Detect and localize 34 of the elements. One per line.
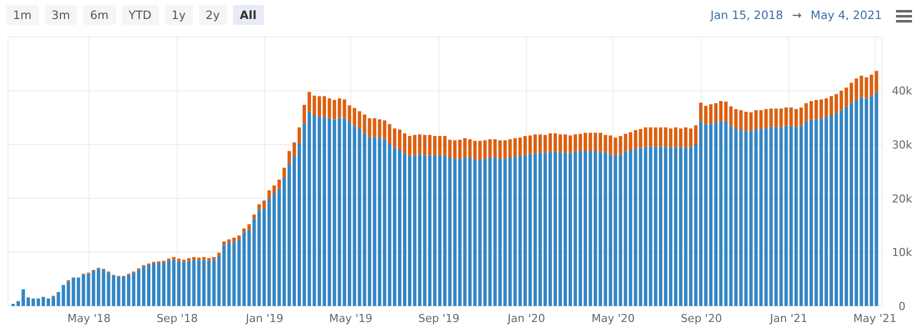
x-tick-label: Sep '20 (680, 312, 722, 325)
bar (237, 236, 241, 240)
text: 1y (164, 5, 193, 25)
bar (614, 138, 618, 156)
y-tick-label: 0 (898, 300, 906, 313)
text: 1m (6, 5, 39, 25)
y-tick-label: 40k (892, 84, 913, 98)
x-tick-label: Sep '19 (418, 312, 460, 325)
x-tick-label: May '21 (853, 312, 896, 325)
text: 6m (83, 5, 116, 25)
bar (217, 252, 221, 256)
bar (252, 214, 256, 219)
x-tick-label: Jan '21 (769, 312, 808, 325)
x-tick-label: May '19 (329, 312, 372, 325)
text: May 4, 2021 (810, 8, 882, 22)
text: 2y (198, 5, 227, 25)
y-tick-label: 20k (892, 192, 913, 206)
bar (232, 238, 236, 242)
bar (358, 111, 362, 128)
text: → (792, 8, 802, 22)
text: Jan 15, 2018 (710, 8, 784, 22)
text: All (232, 5, 264, 25)
y-tick-label: 30k (892, 138, 913, 152)
x-tick-label: Jan '19 (244, 312, 284, 325)
text: 3m (44, 5, 78, 25)
x-tick-label: Sep '18 (156, 312, 198, 325)
bar (628, 132, 632, 150)
text: YTD (122, 5, 158, 25)
x-tick-label: May '20 (592, 312, 635, 325)
bar (352, 108, 356, 126)
bar (282, 168, 286, 178)
x-tick-label: May '18 (67, 312, 111, 325)
y-tick-label: 10k (892, 246, 913, 260)
x-tick-label: Jan '20 (506, 312, 546, 325)
